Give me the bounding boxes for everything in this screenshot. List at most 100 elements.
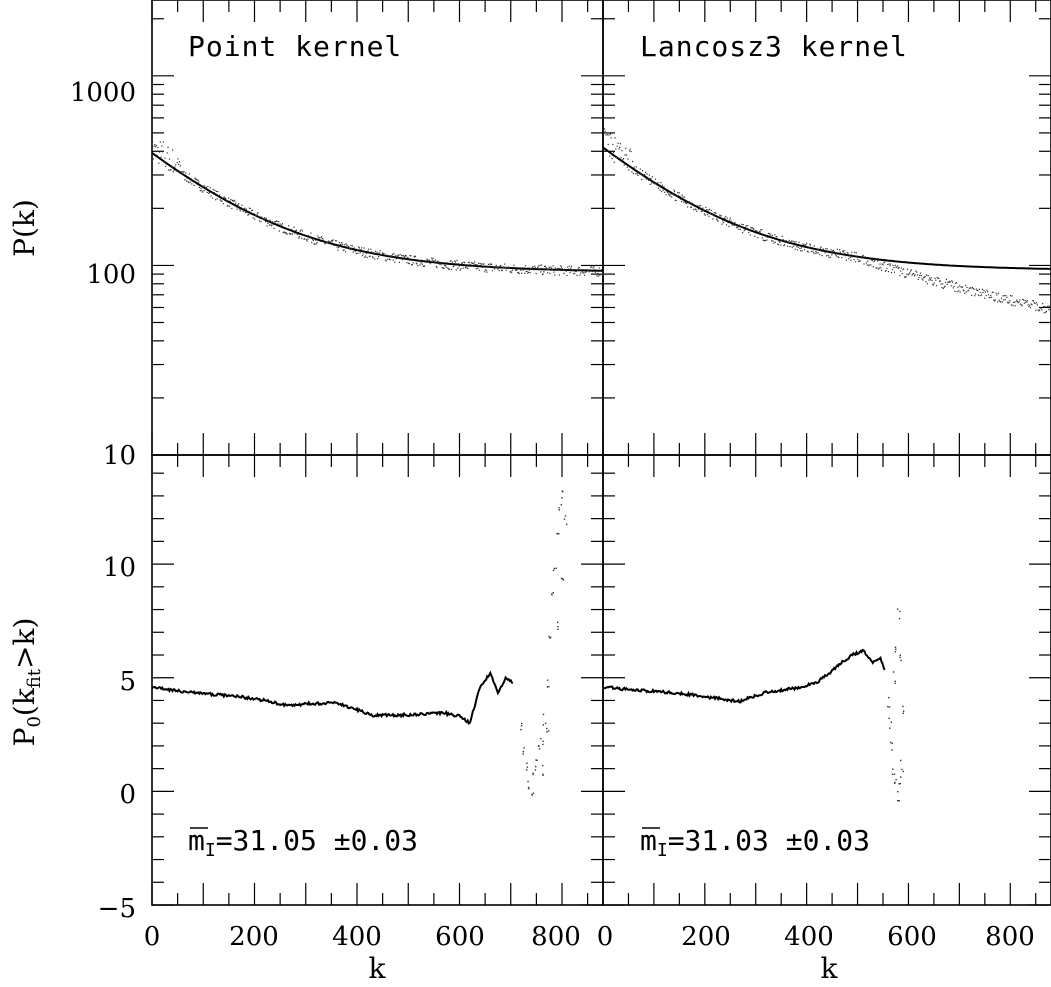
pk-point (152, 140, 154, 143)
pk-point (830, 249, 832, 251)
pk-point (835, 254, 837, 256)
pk-point (419, 264, 421, 266)
pk-point (939, 280, 941, 282)
pk-point (398, 254, 400, 256)
pk-point (927, 275, 929, 277)
pk-point (554, 274, 556, 276)
pk-point (729, 219, 731, 221)
pk-point (651, 176, 654, 178)
pk-point (234, 200, 236, 202)
pk-point (839, 249, 841, 251)
pk-point (961, 286, 963, 288)
pk-point (994, 299, 996, 301)
pk-point (934, 277, 936, 279)
pk-point (272, 223, 274, 226)
pk-point (580, 272, 582, 274)
pk-point (642, 174, 644, 176)
pk-point (798, 241, 800, 243)
pk-point (498, 270, 500, 272)
pk-point (552, 265, 554, 267)
pk-point (448, 268, 450, 270)
pk-point (935, 285, 938, 287)
pk-point (811, 246, 813, 248)
pk-point (328, 240, 330, 242)
pk-point (268, 224, 271, 226)
pk-point (327, 241, 329, 243)
pk-point (371, 251, 373, 253)
pk-point (616, 145, 618, 147)
pk-point (574, 270, 576, 272)
pk-point (372, 257, 374, 259)
pk-point (468, 261, 470, 264)
pk-point (201, 190, 203, 192)
pk-point (612, 143, 614, 146)
pk-point (165, 163, 167, 165)
p0-point (892, 768, 894, 770)
p0-point (897, 800, 899, 802)
p0-point (888, 696, 890, 699)
pk-point (309, 237, 311, 239)
pk-point (707, 209, 709, 211)
pk-point (207, 186, 209, 188)
pk-point (472, 262, 474, 264)
pk-point (1036, 302, 1038, 304)
p0-point (898, 783, 900, 785)
pk-point (496, 267, 498, 269)
pk-point (832, 250, 834, 252)
pk-point (556, 268, 558, 270)
pk-point (271, 225, 273, 227)
p0-point (551, 593, 553, 596)
pk-point (754, 235, 756, 237)
p0-point (902, 712, 904, 714)
pk-point (371, 256, 374, 258)
pk-point (691, 202, 693, 204)
p0-point (897, 791, 899, 793)
pk-point (433, 260, 435, 262)
pk-point (295, 230, 297, 232)
pk-point (1008, 301, 1010, 303)
pk-point (756, 230, 758, 232)
pk-point (600, 273, 602, 275)
pk-point (179, 165, 181, 167)
pk-point (265, 217, 267, 219)
panel-frame-bottom-1 (602, 454, 1051, 906)
pk-point (1016, 300, 1019, 303)
p0-point (542, 724, 544, 726)
pk-point (847, 252, 849, 254)
pk-point (761, 237, 763, 239)
pk-point (976, 289, 978, 291)
pk-point (775, 236, 777, 238)
pk-point (805, 244, 807, 246)
pk-point (516, 269, 518, 271)
pk-point (867, 260, 869, 262)
pk-point (573, 273, 575, 275)
y-tick-label-100: 100 (86, 260, 136, 290)
p0-point (894, 782, 896, 785)
pk-point (709, 212, 712, 214)
pk-point (307, 238, 309, 240)
pk-point (1012, 304, 1014, 307)
pk-point (768, 233, 770, 235)
pk-point (836, 248, 838, 250)
pk-point (253, 213, 255, 215)
pk-point (410, 255, 412, 257)
pk-point (379, 250, 381, 252)
pk-point (352, 251, 354, 253)
pk-point (557, 268, 560, 270)
pk-point (822, 248, 825, 250)
pk-point (306, 240, 308, 242)
pk-point (153, 145, 155, 147)
pk-point (575, 270, 577, 273)
pk-point (654, 183, 656, 185)
pk-point (377, 257, 379, 260)
pk-point (1035, 309, 1037, 311)
pk-point (578, 267, 580, 269)
pk-point (983, 289, 985, 291)
pk-point (783, 245, 785, 247)
pk-point (572, 269, 574, 271)
pk-point (644, 174, 646, 176)
pk-point (418, 260, 420, 262)
pk-point (297, 233, 299, 235)
pk-point (348, 245, 350, 248)
pk-point (872, 266, 874, 268)
